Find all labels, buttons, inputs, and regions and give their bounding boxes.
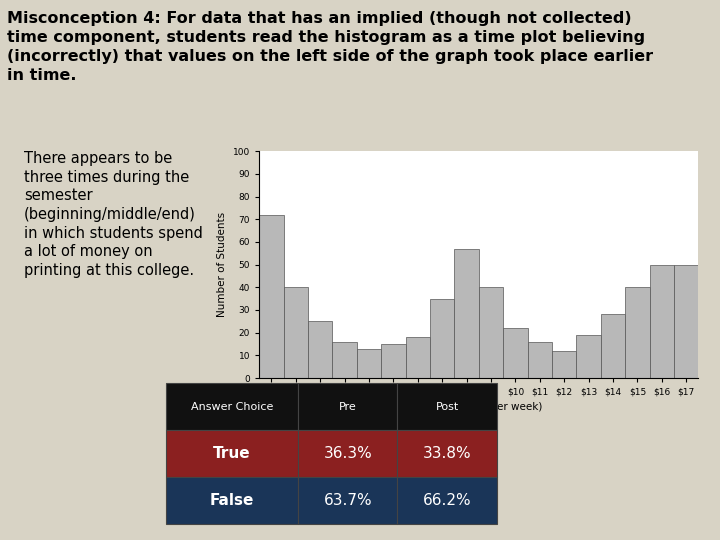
Text: Post: Post [436, 402, 459, 412]
Text: True: True [213, 446, 251, 461]
Bar [308, 321, 333, 378]
Bar [528, 342, 552, 378]
Text: Misconception 4: For data that has an implied (though not collected)
time compon: Misconception 4: For data that has an im… [7, 11, 653, 83]
Text: 36.3%: 36.3% [323, 446, 372, 461]
Bar [166, 477, 298, 524]
Y-axis label: Number of Students: Number of Students [217, 212, 228, 317]
Text: Pre: Pre [339, 402, 356, 412]
Bar [577, 335, 600, 378]
Bar [357, 348, 381, 378]
Bar [397, 430, 497, 477]
Bar [552, 351, 577, 378]
Bar [674, 265, 698, 378]
Bar [397, 383, 497, 430]
Bar [166, 430, 298, 477]
Bar [600, 314, 625, 378]
Bar [479, 287, 503, 378]
X-axis label: Printing Cost (per week): Printing Cost (per week) [415, 402, 542, 411]
Text: False: False [210, 493, 254, 508]
Bar [381, 344, 405, 378]
Bar [503, 328, 528, 378]
Bar [259, 215, 284, 378]
Text: Answer Choice: Answer Choice [191, 402, 273, 412]
Bar [298, 477, 397, 524]
Bar [397, 477, 497, 524]
Bar [298, 383, 397, 430]
Bar [649, 265, 674, 378]
Text: 66.2%: 66.2% [423, 493, 472, 508]
Bar [284, 287, 308, 378]
Bar [625, 287, 649, 378]
Text: 63.7%: 63.7% [323, 493, 372, 508]
Text: There appears to be
three times during the
semester
(beginning/middle/end)
in wh: There appears to be three times during t… [24, 151, 203, 278]
Bar [430, 299, 454, 378]
Bar [454, 249, 479, 378]
Text: 33.8%: 33.8% [423, 446, 472, 461]
Bar [166, 383, 298, 430]
Bar [405, 337, 430, 378]
Bar [298, 430, 397, 477]
Bar [333, 342, 357, 378]
